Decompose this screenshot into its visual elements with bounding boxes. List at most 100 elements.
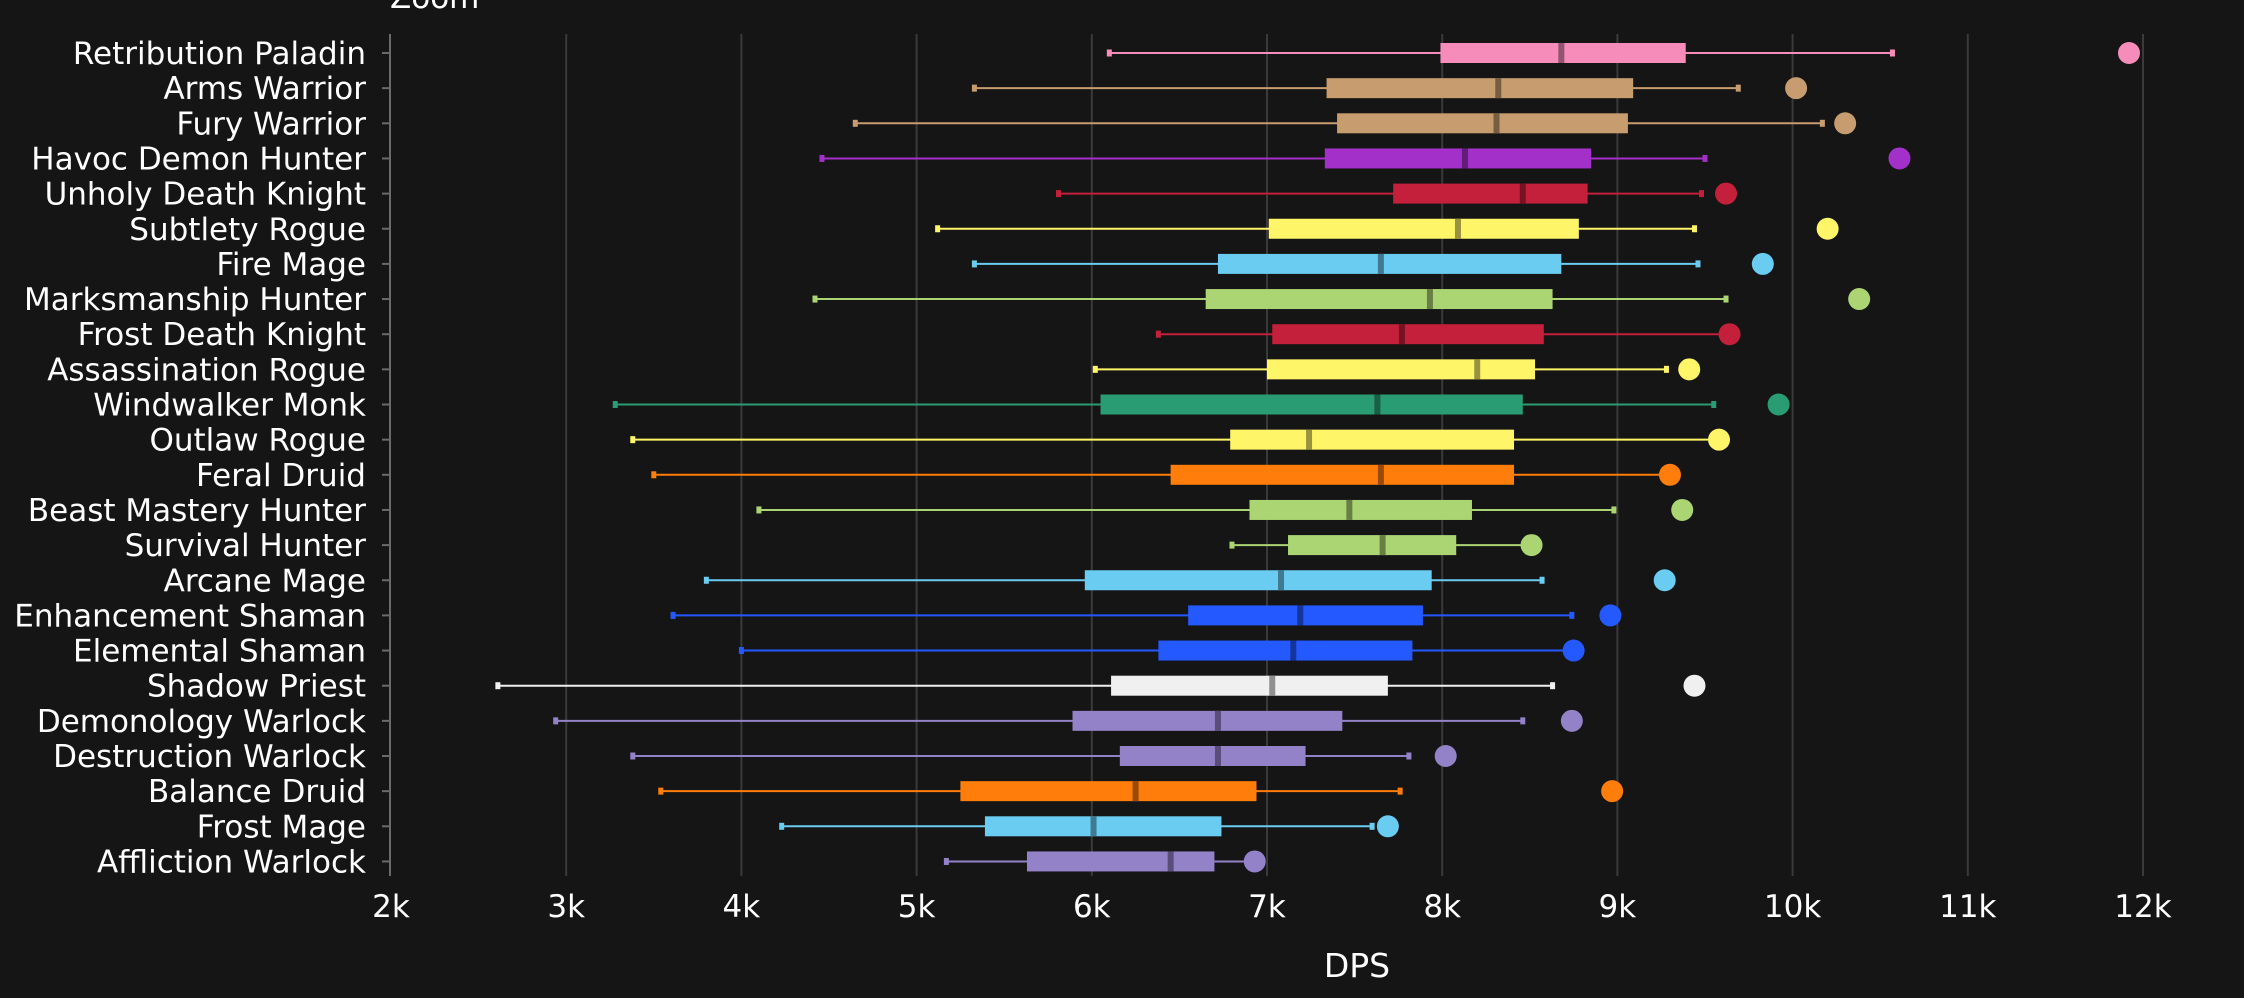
whisker-cap-max (1406, 752, 1412, 760)
iqr-box (1188, 605, 1423, 626)
x-tick-label: 7k (1248, 889, 1286, 925)
outlier-point (1671, 498, 1694, 521)
median-marker (1426, 289, 1433, 310)
iqr-box (1337, 113, 1628, 134)
category-label-havoc-demon-hunter: Havoc Demon Hunter (31, 141, 366, 177)
outlier-point (1888, 147, 1911, 170)
whisker-cap-min (703, 576, 709, 584)
category-label-fire-mage: Fire Mage (216, 247, 366, 283)
category-label-assassination-rogue: Assassination Rogue (47, 352, 366, 388)
x-tick-label: 12k (2114, 889, 2171, 925)
x-tick-label: 8k (1423, 889, 1461, 925)
x-tick-label: 2k (372, 889, 410, 925)
median-marker (1090, 816, 1097, 837)
zoom-label: Zoom (390, 0, 479, 16)
whisker-cap-min (612, 401, 618, 408)
median-marker (1167, 851, 1174, 872)
median-marker (1214, 746, 1221, 766)
outlier-point (1243, 850, 1266, 873)
outlier-point (1767, 393, 1790, 416)
category-label-outlaw-rogue: Outlaw Rogue (149, 423, 366, 459)
whisker-cap-min (1092, 365, 1098, 373)
outlier-point (1708, 428, 1731, 451)
outlier-point (1785, 77, 1808, 100)
median-marker (1377, 253, 1384, 274)
series-survival-hunter (1229, 534, 1543, 557)
iqr-box (1026, 851, 1215, 872)
outlier-point (1816, 217, 1839, 240)
whisker-cap-min (1155, 330, 1161, 338)
outlier-point (1751, 252, 1774, 275)
series-subtlety-rogue (935, 217, 1839, 240)
outlier-point (1678, 358, 1701, 381)
whisker-cap-min (495, 682, 501, 690)
series-arcane-mage (703, 569, 1676, 592)
outlier-point (1683, 674, 1706, 697)
category-label-frost-death-knight: Frost Death Knight (78, 317, 366, 353)
whisker-cap-max (1702, 154, 1708, 162)
iqr-box (1288, 535, 1457, 556)
whisker-cap-min (819, 154, 825, 162)
iqr-box (984, 816, 1222, 837)
median-marker (1269, 675, 1276, 696)
series-havoc-demon-hunter (819, 147, 1911, 170)
category-label-frost-mage: Frost Mage (197, 809, 366, 845)
whisker-cap-max (1663, 365, 1669, 373)
outlier-point (1834, 112, 1857, 135)
iqr-box (1267, 359, 1536, 380)
series-feral-druid (651, 463, 1681, 486)
whisker-cap-min (658, 787, 664, 795)
iqr-box (1217, 253, 1562, 274)
category-label-affliction-warlock: Affliction Warlock (97, 844, 366, 880)
series-elemental-shaman (738, 639, 1585, 662)
grid-lines (565, 34, 2144, 876)
iqr-box (1393, 183, 1588, 204)
whisker-cap-min (670, 611, 676, 619)
whisker-cap-min (852, 119, 858, 127)
whisker-cap-min (630, 752, 636, 760)
iqr-box (1326, 78, 1634, 99)
x-tick-label: 5k (898, 889, 936, 925)
category-label-windwalker-monk: Windwalker Monk (93, 388, 366, 424)
iqr-box (1084, 570, 1432, 591)
series-balance-druid (658, 780, 1624, 803)
category-label-fury-warrior: Fury Warrior (176, 106, 366, 142)
whisker-cap-min (738, 647, 744, 655)
iqr-box (1272, 324, 1544, 345)
median-marker (1290, 640, 1297, 661)
whisker-cap-max (1819, 119, 1825, 127)
iqr-box (1324, 148, 1592, 169)
median-marker (1132, 781, 1139, 802)
whisker-cap-min (651, 471, 657, 479)
series-assassination-rogue (1092, 358, 1701, 381)
category-label-enhancement-shaman: Enhancement Shaman (14, 598, 366, 634)
iqr-box (1249, 499, 1472, 520)
whisker-cap-max (1369, 822, 1375, 830)
whisker-cap-max (1723, 295, 1729, 303)
median-marker (1346, 499, 1353, 520)
median-marker (1398, 324, 1405, 345)
category-label-feral-druid: Feral Druid (196, 458, 366, 494)
y-axis (382, 34, 391, 876)
iqr-box (1119, 746, 1306, 766)
category-label-demonology-warlock: Demonology Warlock (37, 704, 366, 740)
series-fire-mage (971, 252, 1774, 275)
category-label-subtlety-rogue: Subtlety Rogue (129, 212, 366, 248)
iqr-box (1205, 289, 1553, 310)
whisker-cap-max (1539, 576, 1545, 584)
median-marker (1306, 429, 1313, 450)
x-tick-label: 4k (723, 889, 761, 925)
iqr-box (1072, 710, 1343, 731)
series-frost-mage (779, 815, 1399, 838)
series-marksmanship-hunter (812, 288, 1871, 311)
series-destruction-warlock (630, 745, 1457, 767)
category-label-elemental-shaman: Elemental Shaman (73, 634, 366, 670)
category-label-shadow-priest: Shadow Priest (147, 669, 366, 705)
iqr-box (1100, 394, 1523, 415)
outlier-point (1562, 639, 1585, 662)
median-marker (1558, 43, 1565, 63)
outlier-point (1653, 569, 1676, 592)
iqr-box (1268, 218, 1579, 239)
